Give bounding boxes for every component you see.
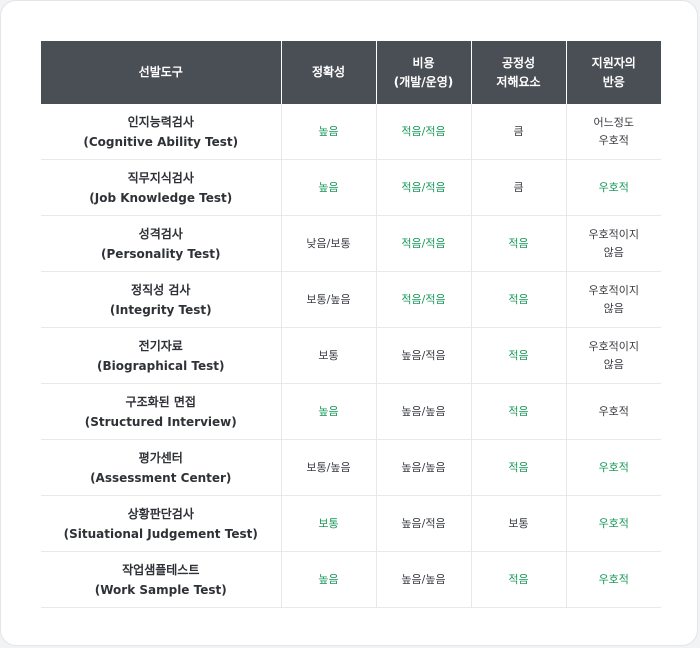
tool-name-cell: 성격검사 (Personality Test)	[41, 215, 282, 272]
cost-cell: 적음/적음	[376, 159, 472, 216]
accuracy-cell: 높음	[281, 104, 377, 160]
reaction-line-1: 우호적이지	[588, 283, 640, 297]
fairness-cell: 적음	[471, 439, 567, 496]
tool-name-english: (Assessment Center)	[90, 470, 232, 485]
tool-name-korean: 작업샘플테스트	[122, 562, 200, 577]
tool-name-korean: 인지능력검사	[127, 114, 194, 129]
reaction-line-1: 어느정도	[593, 115, 634, 129]
fairness-cell: 보통	[471, 495, 567, 552]
cost-cell: 높음/높음	[376, 551, 472, 608]
tool-name-cell: 직무지식검사 (Job Knowledge Test)	[41, 159, 282, 216]
accuracy-cell: 보통	[281, 495, 377, 552]
header-reaction: 지원자의 반응	[566, 41, 661, 104]
accuracy-cell: 높음	[281, 551, 377, 608]
tool-name-cell: 구조화된 면접 (Structured Interview)	[41, 383, 282, 440]
fairness-cell: 큼	[471, 159, 567, 216]
fairness-cell: 적음	[471, 383, 567, 440]
accuracy-cell: 보통	[281, 327, 377, 384]
reaction-line-2: 우호적	[598, 133, 629, 147]
tool-name-cell: 전기자료 (Biographical Test)	[41, 327, 282, 384]
tool-name-english: (Situational Judgement Test)	[63, 526, 258, 541]
fairness-cell: 큼	[471, 104, 567, 160]
tool-name-korean: 전기자료	[138, 338, 183, 353]
header-tool: 선발도구	[41, 41, 282, 104]
header-accuracy: 정확성	[281, 41, 377, 104]
reaction-line-1: 우호적	[598, 404, 629, 418]
reaction-line-1: 우호적이지	[588, 227, 640, 241]
table-row: 전기자료 (Biographical Test) 보통 높음/적음 적음 우호적이지 않음	[41, 327, 661, 384]
tool-name-english: (Personality Test)	[101, 246, 221, 261]
header-cost: 비용 (개발/운영)	[376, 41, 472, 104]
table-row: 상황판단검사 (Situational Judgement Test) 보통 높음/적…	[41, 495, 661, 552]
fairness-cell: 적음	[471, 327, 567, 384]
tool-name-cell: 평가센터 (Assessment Center)	[41, 439, 282, 496]
reaction-line-2: 않음	[603, 357, 624, 371]
tool-name-cell: 정직성 검사 (Integrity Test)	[41, 271, 282, 328]
reaction-line-2: 않음	[603, 301, 624, 315]
reaction-cell: 우호적	[566, 383, 661, 440]
reaction-cell: 우호적	[566, 551, 661, 608]
table-row: 인지능력검사 (Cognitive Ability Test) 높음 적음/적음 큼 어느…	[41, 104, 661, 160]
accuracy-cell: 높음	[281, 383, 377, 440]
fairness-cell: 적음	[471, 271, 567, 328]
accuracy-cell: 보통/높음	[281, 439, 377, 496]
reaction-cell: 우호적	[566, 159, 661, 216]
reaction-line-1: 우호적이지	[588, 339, 640, 353]
table-header-row: 선발도구 정확성 비용 (개발/운영) 공정성 저해요소 지원자의 반응	[41, 41, 661, 104]
tool-name-korean: 구조화된 면접	[125, 394, 196, 409]
tool-name-english: (Work Sample Test)	[94, 582, 227, 597]
table-row: 구조화된 면접 (Structured Interview) 높음 높음/높음 적음 우호…	[41, 383, 661, 440]
tool-name-korean: 성격검사	[138, 226, 183, 241]
tool-name-english: (Biographical Test)	[97, 358, 225, 373]
tool-name-english: (Cognitive Ability Test)	[83, 134, 239, 149]
reaction-line-1: 우호적	[598, 180, 629, 194]
tool-name-english: (Structured Interview)	[84, 414, 237, 429]
tool-name-korean: 직무지식검사	[127, 170, 194, 185]
table-row: 성격검사 (Personality Test) 낮음/보통 적음/적음 적음 우호적이지 않…	[41, 215, 661, 272]
cost-cell: 높음/높음	[376, 383, 472, 440]
reaction-line-2: 않음	[603, 245, 624, 259]
cost-cell: 적음/적음	[376, 104, 472, 160]
table-row: 평가센터 (Assessment Center) 보통/높음 높음/높음 적음 우호적	[41, 439, 661, 496]
reaction-line-1: 우호적	[598, 516, 629, 530]
cost-cell: 적음/적음	[376, 215, 472, 272]
table-row: 직무지식검사 (Job Knowledge Test) 높음 적음/적음 큼 우호적	[41, 159, 661, 216]
tool-name-korean: 상황판단검사	[127, 506, 194, 521]
tool-name-cell: 인지능력검사 (Cognitive Ability Test)	[41, 104, 282, 160]
fairness-cell: 적음	[471, 215, 567, 272]
fairness-cell: 적음	[471, 551, 567, 608]
tool-name-cell: 상황판단검사 (Situational Judgement Test)	[41, 495, 282, 552]
cost-cell: 적음/적음	[376, 271, 472, 328]
cost-cell: 높음/적음	[376, 327, 472, 384]
table-row: 작업샘플테스트 (Work Sample Test) 높음 높음/높음 적음 우호적	[41, 551, 661, 608]
selection-tools-table: 선발도구 정확성 비용 (개발/운영) 공정성 저해요소 지원자의 반응 인지능력검사…	[41, 41, 661, 608]
reaction-line-1: 우호적	[598, 460, 629, 474]
tool-name-cell: 작업샘플테스트 (Work Sample Test)	[41, 551, 282, 608]
reaction-line-1: 우호적	[598, 572, 629, 586]
tool-name-korean: 평가센터	[138, 450, 183, 465]
tool-name-english: (Job Knowledge Test)	[89, 190, 233, 205]
accuracy-cell: 높음	[281, 159, 377, 216]
tool-name-korean: 정직성 검사	[131, 282, 191, 297]
header-fairness: 공정성 저해요소	[471, 41, 567, 104]
table-row: 정직성 검사 (Integrity Test) 보통/높음 적음/적음 적음 우호적이지 않…	[41, 271, 661, 328]
tool-name-english: (Integrity Test)	[109, 302, 212, 317]
accuracy-cell: 낮음/보통	[281, 215, 377, 272]
reaction-cell: 우호적	[566, 439, 661, 496]
reaction-cell: 우호적	[566, 495, 661, 552]
cost-cell: 높음/높음	[376, 439, 472, 496]
accuracy-cell: 보통/높음	[281, 271, 377, 328]
cost-cell: 높음/적음	[376, 495, 472, 552]
